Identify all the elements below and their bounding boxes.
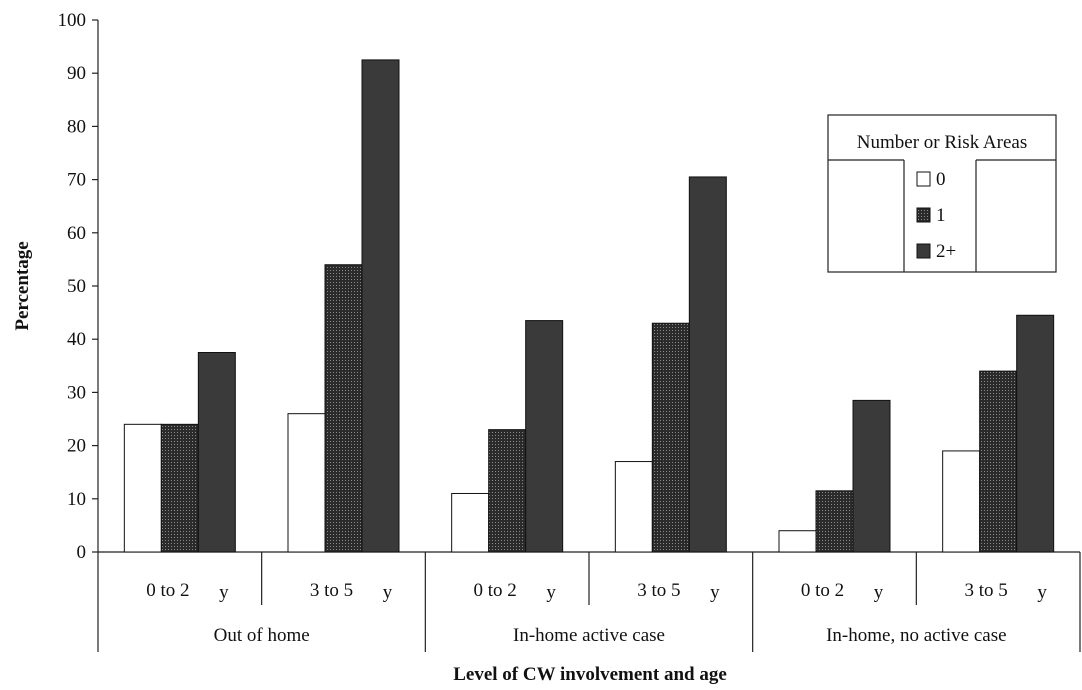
x-tick-label: 0 to 2 <box>801 580 844 601</box>
y-tick-label: 0 <box>77 542 87 563</box>
bar-1-4 <box>815 490 854 553</box>
bar-2plus-5 <box>1016 314 1055 553</box>
x-tick-unit-label: y <box>219 582 229 603</box>
x-tick-unit-label: y <box>383 582 393 603</box>
bar-2plus-3 <box>688 176 727 553</box>
legend-label: 2+ <box>936 241 956 262</box>
x-tick-label: 0 to 2 <box>474 580 517 601</box>
y-tick-label: 20 <box>67 436 86 457</box>
bar-0-0 <box>123 423 162 553</box>
y-tick-label: 60 <box>67 223 86 244</box>
bar-0-1 <box>287 413 326 553</box>
bar-1-5 <box>979 370 1018 553</box>
legend-title: Number or Risk Areas <box>857 132 1027 153</box>
bar-2plus-4 <box>852 399 891 553</box>
x-tick-unit-label: y <box>546 582 556 603</box>
x-tick-label: 0 to 2 <box>146 580 189 601</box>
legend-box <box>827 114 1057 273</box>
y-tick-label: 30 <box>67 382 86 403</box>
bar-2plus-0 <box>197 352 236 553</box>
bars <box>123 59 1055 553</box>
bar-0-4 <box>778 530 817 553</box>
x-group-label: In-home, no active case <box>826 625 1006 646</box>
x-group-label: Out of home <box>214 625 310 646</box>
bar-0-3 <box>614 461 653 553</box>
bar-1-0 <box>160 423 199 553</box>
x-tick-label: 3 to 5 <box>310 580 353 601</box>
bar-1-1 <box>324 264 363 553</box>
bar-1-2 <box>488 429 527 553</box>
x-tick-label: 3 to 5 <box>965 580 1008 601</box>
bar-0-2 <box>451 492 490 553</box>
legend-swatch <box>916 243 931 259</box>
y-tick-label: 50 <box>67 276 86 297</box>
y-tick-label: 90 <box>67 63 86 84</box>
bar-1-3 <box>651 322 690 553</box>
x-axis-title: Level of CW involvement and age <box>453 664 727 685</box>
y-tick-label: 80 <box>67 116 86 137</box>
bar-2plus-1 <box>361 59 400 553</box>
y-tick-label: 10 <box>67 489 86 510</box>
legend-label: 0 <box>936 169 946 190</box>
bar-2plus-2 <box>525 320 564 553</box>
y-tick-label: 40 <box>67 329 86 350</box>
x-group-label: In-home active case <box>513 625 665 646</box>
x-tick-unit-label: y <box>1037 582 1047 603</box>
x-tick-unit-label: y <box>874 582 884 603</box>
y-axis: 0 10 20 30 40 50 60 70 80 90 100 <box>58 10 99 563</box>
legend-label: 1 <box>936 205 946 226</box>
x-tick-label: 3 to 5 <box>637 580 680 601</box>
bar-0-5 <box>942 450 981 553</box>
y-axis-title: Percentage <box>12 241 33 330</box>
legend: Number or Risk Areas 0 1 2+ <box>827 114 1057 273</box>
y-tick-label: 70 <box>67 170 86 191</box>
legend-swatch <box>916 171 931 187</box>
y-tick-label: 100 <box>58 10 87 31</box>
x-tick-unit-label: y <box>710 582 720 603</box>
legend-swatch <box>916 207 931 223</box>
x-axis: 0 to 2 y 3 to 5 y 0 to 2 y 3 to 5 y 0 to 2 y 3 to … <box>97 551 1081 652</box>
